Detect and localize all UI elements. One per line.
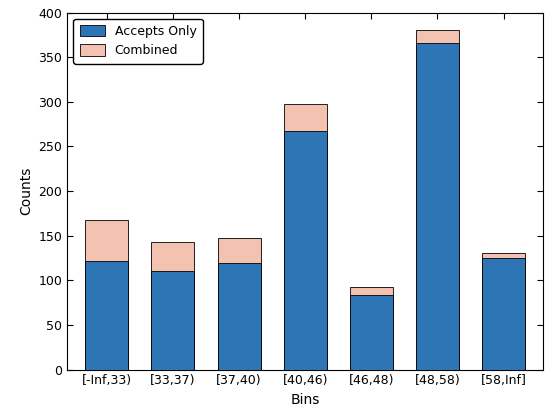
Bar [416, 30, 459, 370]
Bar [152, 271, 194, 370]
Bar [350, 286, 393, 370]
Bar [85, 220, 128, 370]
Bar [482, 253, 525, 370]
Bar [482, 258, 525, 370]
Bar [218, 263, 260, 370]
Bar [218, 239, 260, 370]
Bar [350, 295, 393, 370]
Y-axis label: Counts: Counts [19, 167, 33, 215]
Bar [152, 242, 194, 370]
Bar [85, 261, 128, 370]
Legend: Accepts Only, Combined: Accepts Only, Combined [73, 19, 203, 63]
Bar [284, 104, 326, 370]
Bar [284, 131, 326, 370]
Bar [416, 43, 459, 370]
X-axis label: Bins: Bins [291, 393, 320, 407]
